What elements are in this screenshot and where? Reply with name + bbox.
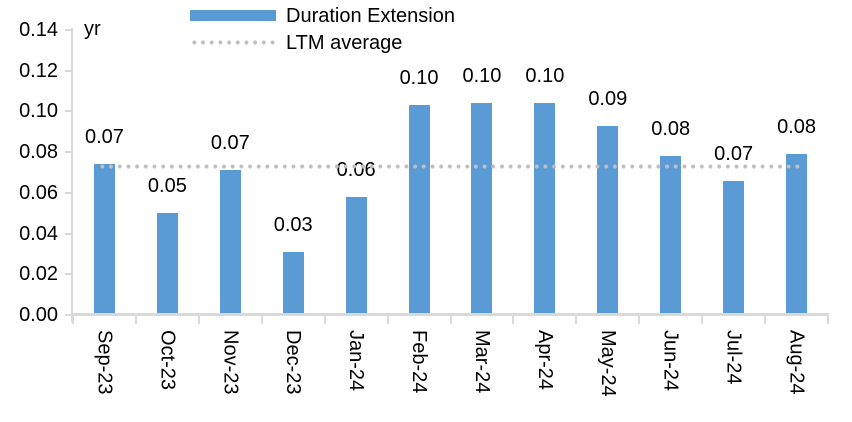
bar-value-label-apr-24: 0.10	[525, 65, 565, 88]
y-axis-tick	[65, 151, 73, 154]
x-axis-label-oct-23: Oct-23	[156, 330, 179, 391]
x-axis-tick	[323, 315, 326, 324]
y-axis-tick-label: 0.06	[19, 181, 58, 204]
bar-value-label-may-24: 0.09	[588, 87, 628, 110]
bar-feb-24	[408, 105, 430, 313]
legend-item-duration-extension: Duration Extension	[190, 2, 455, 29]
bar-nov-23	[219, 170, 241, 313]
legend-dotted-line-swatch-icon	[190, 40, 276, 45]
ltm-average-line	[98, 164, 800, 170]
bar-dec-23	[282, 251, 304, 313]
y-axis-tick-label: 0.02	[19, 263, 58, 286]
x-axis-tick	[260, 315, 263, 324]
bar-sep-23	[93, 164, 115, 313]
bar-aug-24	[786, 154, 808, 313]
x-axis-tick	[827, 315, 829, 324]
legend-bar-swatch-icon	[190, 10, 276, 21]
bar-value-label-jan-24: 0.06	[336, 158, 376, 181]
bar-oct-23	[156, 213, 178, 313]
y-axis-tick-label: 0.10	[19, 100, 58, 123]
y-axis-tick	[65, 110, 73, 113]
y-axis-unit-label: yr	[84, 18, 101, 40]
y-axis-tick-label: 0.12	[19, 59, 58, 82]
bar-value-label-oct-23: 0.05	[147, 175, 187, 198]
bar-mar-24	[471, 103, 493, 313]
x-axis-tick	[701, 315, 704, 324]
x-axis-line	[71, 313, 829, 316]
legend-label-duration-extension: Duration Extension	[286, 4, 455, 27]
x-axis-tick	[449, 315, 452, 324]
x-axis-label-mar-24: Mar-24	[470, 330, 493, 394]
bar-value-label-aug-24: 0.08	[777, 116, 816, 139]
bar-value-label-dec-23: 0.03	[273, 213, 313, 236]
bar-apr-24	[534, 103, 556, 313]
y-axis-line	[71, 28, 73, 322]
y-axis-tick	[65, 314, 73, 316]
x-axis-tick	[134, 315, 137, 324]
y-axis-tick-label: 0.08	[19, 141, 58, 164]
bar-value-label-feb-24: 0.10	[399, 67, 439, 90]
bar-may-24	[597, 125, 619, 313]
y-axis-tick	[65, 273, 73, 276]
y-axis-tick	[65, 69, 73, 72]
x-axis-label-may-24: May-24	[596, 330, 619, 397]
x-axis-tick	[386, 315, 389, 324]
x-axis-tick	[575, 315, 578, 324]
x-axis-label-jan-24: Jan-24	[345, 330, 368, 392]
x-axis-tick	[638, 315, 641, 324]
y-axis-tick-label: 0.04	[19, 222, 58, 245]
bar-value-label-mar-24: 0.10	[462, 65, 502, 88]
legend-label-ltm-average: LTM average	[286, 31, 403, 54]
x-axis-label-jul-24: Jul-24	[722, 330, 745, 385]
bar-value-label-jun-24: 0.08	[651, 118, 691, 141]
x-axis-label-feb-24: Feb-24	[408, 330, 431, 394]
bar-jan-24	[345, 196, 367, 313]
x-axis-label-jun-24: Jun-24	[659, 330, 682, 392]
bar-value-label-jul-24: 0.07	[714, 142, 754, 165]
y-axis-tick	[65, 191, 73, 194]
y-axis-tick	[65, 232, 73, 235]
x-axis-tick	[197, 315, 200, 324]
bar-jul-24	[723, 180, 745, 313]
x-axis-label-aug-24: Aug-24	[785, 330, 808, 395]
x-axis-label-sep-23: Sep-23	[93, 330, 116, 395]
x-axis-label-apr-24: Apr-24	[533, 330, 556, 391]
x-axis-label-dec-23: Dec-23	[282, 330, 305, 395]
x-axis-tick	[72, 315, 74, 324]
x-axis-tick	[764, 315, 767, 324]
bar-value-label-nov-23: 0.07	[210, 132, 250, 155]
chart-legend: Duration Extension LTM average	[190, 2, 455, 56]
y-axis-tick-label: 0.14	[19, 19, 58, 41]
y-axis-tick	[65, 29, 73, 31]
x-axis-label-nov-23: Nov-23	[219, 330, 242, 395]
bar-value-label-sep-23: 0.07	[84, 126, 124, 149]
legend-item-ltm-average: LTM average	[190, 29, 455, 56]
x-axis-tick	[512, 315, 515, 324]
bar-jun-24	[660, 156, 682, 313]
y-axis-tick-label: 0.00	[19, 304, 58, 326]
